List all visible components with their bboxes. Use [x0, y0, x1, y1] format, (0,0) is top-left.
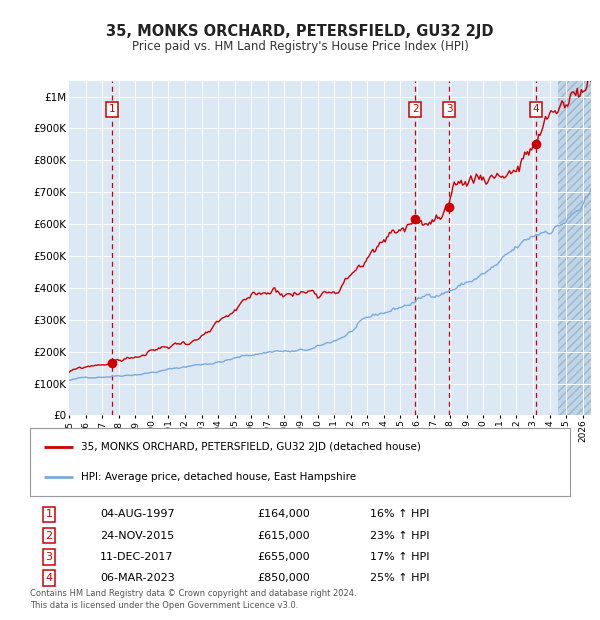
Text: 11-DEC-2017: 11-DEC-2017	[100, 552, 174, 562]
Text: £615,000: £615,000	[257, 531, 310, 541]
Text: This data is licensed under the Open Government Licence v3.0.: This data is licensed under the Open Gov…	[30, 601, 298, 611]
Text: 23% ↑ HPI: 23% ↑ HPI	[370, 531, 430, 541]
Text: 04-AUG-1997: 04-AUG-1997	[100, 510, 175, 520]
Text: Price paid vs. HM Land Registry's House Price Index (HPI): Price paid vs. HM Land Registry's House …	[131, 40, 469, 53]
Text: 25% ↑ HPI: 25% ↑ HPI	[370, 573, 430, 583]
Text: 17% ↑ HPI: 17% ↑ HPI	[370, 552, 430, 562]
Text: 06-MAR-2023: 06-MAR-2023	[100, 573, 175, 583]
Text: 24-NOV-2015: 24-NOV-2015	[100, 531, 175, 541]
Text: £164,000: £164,000	[257, 510, 310, 520]
Text: 1: 1	[46, 510, 52, 520]
Bar	[558, 81, 591, 415]
Text: HPI: Average price, detached house, East Hampshire: HPI: Average price, detached house, East…	[82, 472, 356, 482]
Text: £655,000: £655,000	[257, 552, 310, 562]
Text: £850,000: £850,000	[257, 573, 310, 583]
Text: 1: 1	[109, 104, 115, 114]
Text: 3: 3	[446, 104, 452, 114]
Text: 35, MONKS ORCHARD, PETERSFIELD, GU32 2JD: 35, MONKS ORCHARD, PETERSFIELD, GU32 2JD	[106, 24, 494, 38]
Text: Contains HM Land Registry data © Crown copyright and database right 2024.: Contains HM Land Registry data © Crown c…	[30, 589, 356, 598]
Text: 2: 2	[46, 531, 52, 541]
Text: 16% ↑ HPI: 16% ↑ HPI	[370, 510, 430, 520]
Text: 4: 4	[46, 573, 52, 583]
Text: 35, MONKS ORCHARD, PETERSFIELD, GU32 2JD (detached house): 35, MONKS ORCHARD, PETERSFIELD, GU32 2JD…	[82, 442, 421, 452]
Text: 2: 2	[412, 104, 419, 114]
Text: 3: 3	[46, 552, 52, 562]
Text: 4: 4	[533, 104, 539, 114]
